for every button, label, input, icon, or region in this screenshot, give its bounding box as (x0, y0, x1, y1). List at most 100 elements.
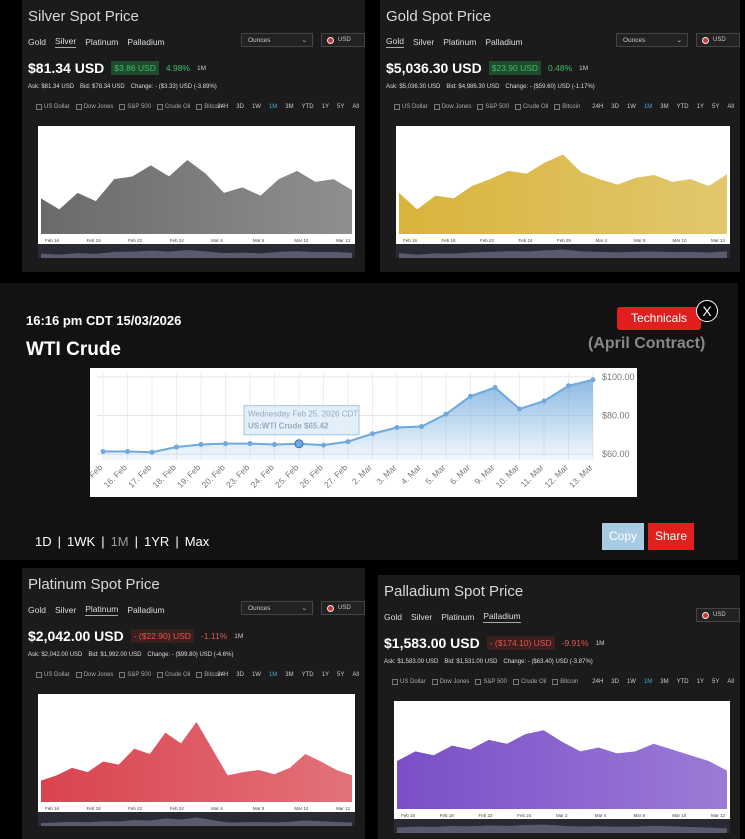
change-pct: -1.11% (200, 631, 228, 641)
range-button[interactable]: 1M (268, 104, 278, 110)
range-button[interactable]: 1WK (67, 534, 96, 549)
checkbox[interactable] (552, 679, 559, 685)
range-button[interactable]: 1M (110, 534, 129, 549)
range-button[interactable]: 1W (251, 672, 261, 678)
range-button[interactable]: 1W (626, 679, 636, 685)
range-button[interactable]: YTD (301, 104, 314, 110)
metal-tab[interactable]: Platinum (85, 37, 119, 47)
range-button[interactable]: 1M (643, 679, 653, 685)
checkbox[interactable] (554, 104, 561, 110)
range-button[interactable]: All (727, 104, 734, 110)
range-button[interactable]: 3M (285, 104, 294, 110)
range-button[interactable]: 1Y (321, 672, 329, 678)
checkbox[interactable] (119, 104, 126, 110)
range-button[interactable]: 3D (611, 104, 619, 110)
range-button[interactable]: YTD (676, 104, 689, 110)
range-button[interactable]: 5Y (336, 104, 345, 110)
metal-tab[interactable]: Gold (384, 612, 402, 622)
range-button[interactable]: 1M (643, 104, 653, 110)
price-row: $81.34 USD $3.86 USD 4.98% 1M (28, 60, 206, 76)
checkbox[interactable] (75, 104, 82, 110)
range-button[interactable]: YTD (676, 679, 689, 685)
range-button[interactable]: 5Y (711, 679, 720, 685)
metal-tab[interactable]: Silver (54, 605, 77, 615)
range-button[interactable]: 1Y (696, 679, 704, 685)
spot-chart: Feb 16 Feb 18 Feb 22 Feb 24 Mar 2 Mar 4 Mar 8 M… (394, 701, 730, 833)
currency-dropdown[interactable]: USD (696, 608, 740, 622)
range-button[interactable]: 24H (217, 104, 229, 110)
checkbox[interactable] (514, 104, 521, 110)
metal-tab[interactable]: Palladium (127, 37, 165, 47)
range-button[interactable]: 3M (285, 672, 294, 678)
metal-tab[interactable]: Platinum (441, 612, 475, 622)
spot-panel: Gold Spot Price Gold Silver Platinum Palladi… (380, 0, 740, 272)
checkbox[interactable] (477, 104, 484, 110)
metal-tab[interactable]: Gold (386, 36, 404, 48)
spot-panel: Platinum Spot Price Gold Silver Platinum Pal… (22, 568, 365, 839)
copy-button[interactable]: Copy (602, 523, 644, 550)
range-button[interactable]: 3D (236, 104, 244, 110)
metal-tab[interactable]: Silver (412, 37, 435, 47)
share-button[interactable]: Share (648, 523, 694, 550)
metal-tab[interactable]: Gold (28, 605, 46, 615)
range-button[interactable]: 1Y (321, 104, 329, 110)
checkbox[interactable] (196, 672, 203, 678)
checkbox[interactable] (475, 679, 482, 685)
range-button[interactable]: 5Y (711, 104, 720, 110)
checkbox[interactable] (392, 679, 398, 685)
metal-tabs: Gold Silver Platinum Palladium (386, 36, 523, 48)
metal-tab[interactable]: Palladium (483, 611, 521, 623)
metal-tab[interactable]: Palladium (127, 605, 165, 615)
metal-tab[interactable]: Platinum (443, 37, 477, 47)
currency-dropdown[interactable]: USD (696, 33, 740, 47)
checkbox[interactable] (75, 672, 82, 678)
range-button[interactable]: 1W (626, 104, 636, 110)
unit-dropdown[interactable]: Ounces ⌄ (241, 601, 313, 615)
checkbox[interactable] (394, 104, 400, 110)
metal-tab[interactable]: Silver (410, 612, 433, 622)
unit-dropdown[interactable]: Ounces ⌄ (616, 33, 688, 47)
checkbox[interactable] (512, 679, 519, 685)
range-button[interactable]: Max (184, 534, 210, 549)
unit-dropdown[interactable]: Ounces ⌄ (241, 33, 313, 47)
range-button[interactable]: All (727, 679, 734, 685)
range-button[interactable]: 24H (592, 679, 604, 685)
metal-tab[interactable]: Silver (54, 36, 77, 48)
wti-panel: 16:16 pm CDT 15/03/2026 WTI Crude Technica… (0, 283, 738, 560)
range-button[interactable]: 3D (236, 672, 244, 678)
range-button[interactable]: 1D (35, 534, 52, 549)
range-button[interactable]: 3M (660, 104, 669, 110)
range-button[interactable]: 3D (611, 679, 619, 685)
checkbox[interactable] (119, 672, 126, 678)
range-button[interactable]: YTD (301, 672, 314, 678)
range-button[interactable]: 1Y (696, 104, 704, 110)
close-button[interactable]: X (696, 300, 718, 322)
currency-dropdown[interactable]: USD (321, 601, 365, 615)
range-button[interactable]: 5Y (336, 672, 345, 678)
checkbox[interactable] (36, 104, 42, 110)
metal-tab[interactable]: Platinum (85, 604, 119, 616)
checkbox[interactable] (433, 104, 440, 110)
metal-tab[interactable]: Gold (28, 37, 46, 47)
compare-label: S&P 500 (485, 104, 509, 110)
checkbox[interactable] (196, 104, 203, 110)
checkbox[interactable] (431, 679, 438, 685)
checkbox[interactable] (36, 672, 42, 678)
x-tick-label: Mar 13 (336, 238, 351, 243)
checkbox[interactable] (156, 104, 163, 110)
range-button[interactable]: All (352, 672, 359, 678)
range-button[interactable]: 24H (217, 672, 229, 678)
range-button[interactable]: 1YR (144, 534, 170, 549)
technicals-button[interactable]: Technicals (617, 307, 701, 330)
range-button[interactable]: 1M (268, 672, 278, 678)
ask-bid-change-line: Change: - ($99.80) USD (-4.6%) (147, 652, 234, 658)
range-button[interactable]: 3M (660, 679, 669, 685)
range-button[interactable]: All (352, 104, 359, 110)
metal-tab[interactable]: Palladium (485, 37, 523, 47)
range-button[interactable]: 24H (592, 104, 604, 110)
currency-label: USD (713, 37, 726, 43)
range-button[interactable]: 1W (251, 104, 261, 110)
currency-label: USD (338, 605, 351, 611)
checkbox[interactable] (156, 672, 163, 678)
currency-dropdown[interactable]: USD (321, 33, 365, 47)
